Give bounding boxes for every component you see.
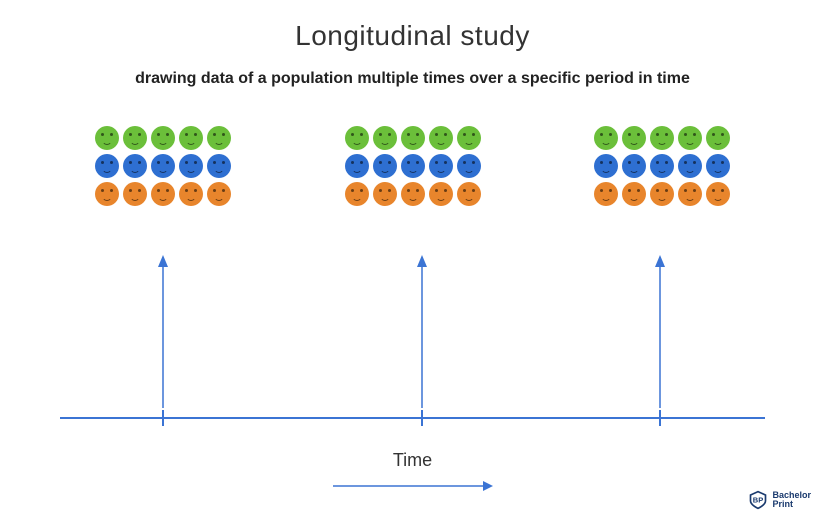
smiley-icon [678, 126, 702, 150]
population-groups [0, 126, 825, 206]
smiley-icon [594, 126, 618, 150]
timeline [60, 408, 765, 428]
smiley-icon [457, 126, 481, 150]
smiley-icon [123, 154, 147, 178]
population-row [345, 154, 481, 178]
smiley-icon [401, 154, 425, 178]
smiley-icon [345, 126, 369, 150]
timeline-tick [421, 410, 423, 426]
smiley-icon [650, 182, 674, 206]
smiley-icon [650, 126, 674, 150]
smiley-icon [345, 182, 369, 206]
smiley-icon [151, 126, 175, 150]
smiley-icon [429, 126, 453, 150]
population-row [594, 154, 730, 178]
page-title: Longitudinal study [0, 20, 825, 52]
population-group [345, 126, 481, 206]
smiley-icon [622, 182, 646, 206]
smiley-icon [179, 154, 203, 178]
time-axis-label: Time [0, 450, 825, 471]
population-row [594, 126, 730, 150]
smiley-icon [706, 126, 730, 150]
smiley-icon [345, 154, 369, 178]
smiley-icon [622, 126, 646, 150]
smiley-icon [373, 182, 397, 206]
brand-logo: BP Bachelor Print [748, 490, 811, 510]
logo-text-bottom: Print [772, 500, 811, 509]
population-row [345, 182, 481, 206]
population-row [95, 154, 231, 178]
logo-icon: BP [748, 490, 768, 510]
smiley-icon [207, 182, 231, 206]
smiley-icon [678, 182, 702, 206]
page-subtitle: drawing data of a population multiple ti… [0, 70, 825, 88]
smiley-icon [457, 154, 481, 178]
smiley-icon [429, 154, 453, 178]
smiley-icon [179, 126, 203, 150]
smiley-icon [151, 154, 175, 178]
smiley-icon [678, 154, 702, 178]
smiley-icon [706, 182, 730, 206]
population-row [95, 182, 231, 206]
smiley-icon [457, 182, 481, 206]
smiley-icon [373, 154, 397, 178]
smiley-icon [373, 126, 397, 150]
smiley-icon [95, 126, 119, 150]
svg-text:BP: BP [753, 496, 763, 505]
smiley-icon [429, 182, 453, 206]
timeline-tick [659, 410, 661, 426]
smiley-icon [95, 182, 119, 206]
smiley-icon [179, 182, 203, 206]
smiley-icon [622, 154, 646, 178]
population-group [95, 126, 231, 206]
time-direction-arrow [333, 480, 493, 492]
timeline-tick [162, 410, 164, 426]
smiley-icon [594, 182, 618, 206]
smiley-icon [123, 126, 147, 150]
smiley-icon [401, 126, 425, 150]
smiley-icon [401, 182, 425, 206]
population-group [594, 126, 730, 206]
smiley-icon [123, 182, 147, 206]
population-row [95, 126, 231, 150]
smiley-icon [594, 154, 618, 178]
population-row [345, 126, 481, 150]
population-row [594, 182, 730, 206]
smiley-icon [706, 154, 730, 178]
smiley-icon [95, 154, 119, 178]
smiley-icon [650, 154, 674, 178]
smiley-icon [207, 126, 231, 150]
smiley-icon [151, 182, 175, 206]
up-arrows [0, 255, 825, 415]
smiley-icon [207, 154, 231, 178]
